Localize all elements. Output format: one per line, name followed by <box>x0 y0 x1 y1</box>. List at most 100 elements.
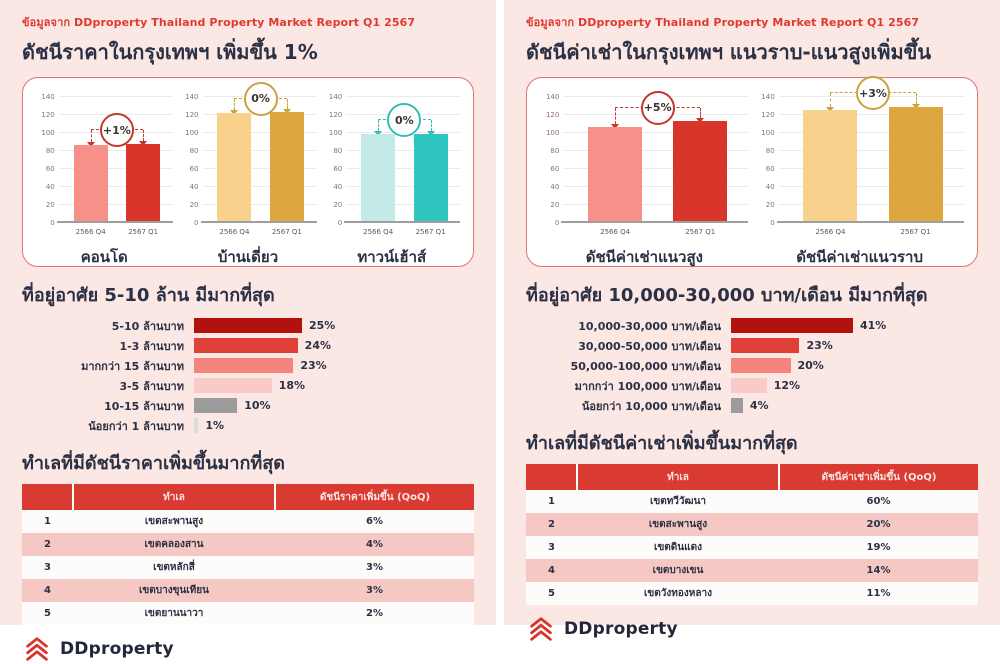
table-cell: 4% <box>366 539 383 550</box>
dist-row: 30,000-50,000 บาท/เดือน 23% <box>526 336 978 355</box>
panel-title: ดัชนีราคาในกรุงเทพฯ เพิ่มขึ้น 1% <box>22 40 318 64</box>
chart-bar <box>361 133 396 221</box>
dist-row: 1-3 ล้านบาท 24% <box>22 336 474 355</box>
dist-label: มากกว่า 100,000 บาท/เดือน <box>574 379 721 393</box>
bracket-arrow <box>426 130 435 136</box>
table-cell: 6% <box>366 516 383 527</box>
y-tick-label: 140 <box>41 93 55 101</box>
x-axis <box>344 221 461 223</box>
gridline <box>346 186 461 187</box>
table-row: 3 เขตดินแดง 19% <box>526 536 978 559</box>
gridline <box>778 150 964 151</box>
dist-row: 5-10 ล้านบาท 25% <box>22 316 474 335</box>
y-tick-label: 0 <box>194 219 199 227</box>
x-tick-label: 2566 Q4 <box>600 228 631 236</box>
dist-list-1: 10,000-30,000 บาท/เดือน 41% 30,000-50,000 … <box>526 316 978 415</box>
mini-chart-caption: ทาวน์เฮ้าส์ <box>357 248 427 266</box>
mini-chart-caption: ดัชนีค่าเช่าแนวราบ <box>796 248 924 266</box>
dist-label: 1-3 ล้านบาท <box>119 339 184 353</box>
x-tick-label: 2566 Q4 <box>75 228 106 236</box>
bracket-line <box>915 93 917 104</box>
table-row: 2 เขตคลองสาน 4% <box>22 533 474 556</box>
table-header-value: ดัชนีราคาเพิ่มขึ้น (QoQ) <box>274 484 474 510</box>
y-tick-label: 0 <box>554 219 560 227</box>
dist-bar <box>731 358 791 373</box>
table-header-location: ทำเล <box>72 484 275 510</box>
table-cell: เขตดินแดง <box>654 542 702 553</box>
x-tick-label: 2567 Q1 <box>685 228 716 236</box>
y-tick-label: 140 <box>185 93 199 101</box>
bracket-line <box>286 98 288 110</box>
table-header-row: ทำเล ดัชนีราคาเพิ่มขึ้น (QoQ) <box>22 484 474 510</box>
dist-value: 25% <box>309 319 336 332</box>
y-tick-label: 60 <box>550 165 560 173</box>
gridline <box>202 186 317 187</box>
gridline <box>202 168 317 169</box>
chart-bar <box>126 143 161 221</box>
y-tick-label: 120 <box>328 111 343 119</box>
chart-card-0: 0 20 40 60 80 100 120 140 2566 Q4 2567 Q1 +1% คอนโด… <box>22 77 474 267</box>
dist-label: น้อยกว่า 10,000 บาท/เดือน <box>581 399 721 413</box>
bracket-line <box>700 107 702 119</box>
ranking-table: ทำเล ดัชนีค่าเช่าเพิ่มขึ้น (QoQ) 1 เขตทวี… <box>526 464 978 605</box>
table-row: 4 เขตบางเขน 14% <box>526 559 978 582</box>
bracket-arrow <box>86 141 95 147</box>
table-cell: 2 <box>548 519 555 530</box>
y-tick-label: 20 <box>333 201 343 209</box>
chart-bar <box>888 106 943 221</box>
bracket-arrow <box>374 130 383 136</box>
gridline <box>346 204 461 205</box>
table-cell: 20% <box>866 519 891 530</box>
dist-label: 10,000-30,000 บาท/เดือน <box>578 319 721 333</box>
mini-chart: 0 20 40 60 80 100 120 140 2566 Q4 2567 Q1 +5% ดัชนี… <box>540 88 749 269</box>
logo: DDproperty <box>22 634 474 664</box>
y-tick-label: 100 <box>185 129 199 137</box>
bracket-arrow <box>139 140 148 146</box>
y-tick-label: 120 <box>761 111 775 119</box>
mini-chart-caption: ดัชนีค่าเช่าแนวสูง <box>585 248 703 266</box>
change-badge: +1% <box>99 113 134 148</box>
table-row: 1 เขตสะพานสูง 6% <box>22 510 474 533</box>
y-tick-label: 40 <box>333 183 343 191</box>
table-cell: เขตสะพานสูง <box>648 519 708 530</box>
table-row: 3 เขตหลักสี่ 3% <box>22 556 474 579</box>
table-cell: 3% <box>366 562 383 573</box>
mini-chart-caption: บ้านเดี่ยว <box>217 248 279 266</box>
source-line: ข้อมูลจาก DDproperty Thailand Property M… <box>526 16 920 29</box>
dist-row: 3-5 ล้านบาท 18% <box>22 376 474 395</box>
dist-bar <box>731 378 767 393</box>
dist-row: 10-15 ล้านบาท 10% <box>22 396 474 415</box>
dist-row: น้อยกว่า 1 ล้านบาท 1% <box>22 416 474 435</box>
table-row: 5 เขตวังทองหลาง 11% <box>526 582 978 605</box>
table-cell: เขตยานนาวา <box>144 608 204 619</box>
x-tick-label: 2566 Q4 <box>363 228 394 236</box>
dist-row: มากกว่า 15 ล้านบาท 23% <box>22 356 474 375</box>
mini-plot: 0 20 40 60 80 100 120 140 2566 Q4 2567 Q1 +1% <box>36 88 173 236</box>
y-tick-label: 140 <box>545 93 560 101</box>
gridline <box>778 186 964 187</box>
dist-label: น้อยกว่า 1 ล้านบาท <box>88 419 184 433</box>
bracket-arrow <box>911 103 920 109</box>
gridline <box>778 114 964 115</box>
gridline <box>563 186 749 187</box>
y-tick-label: 100 <box>41 129 55 137</box>
dist-bar <box>194 398 238 413</box>
dist-row: 10,000-30,000 บาท/เดือน 41% <box>526 316 978 335</box>
y-tick-label: 120 <box>545 111 560 119</box>
table-cell: 5 <box>44 608 51 619</box>
mini-chart-caption: คอนโด <box>80 248 128 266</box>
y-tick-label: 60 <box>333 165 343 173</box>
table-cell: 1 <box>44 516 51 527</box>
x-axis <box>776 221 964 223</box>
panel-title: ดัชนีค่าเช่าในกรุงเทพฯ แนวราบ-แนวสูงเพิ่… <box>526 40 932 64</box>
x-axis <box>561 221 749 223</box>
dist-label: 30,000-50,000 บาท/เดือน <box>578 339 721 353</box>
table-body-1: 1 เขตทวีวัฒนา 60% 2 เขตสะพานสูง 20% 3 เขตดินแดง… <box>526 490 978 605</box>
gridline <box>563 150 749 151</box>
dist-value: 20% <box>797 359 824 372</box>
y-tick-label: 40 <box>45 183 55 191</box>
y-tick-label: 40 <box>550 183 560 191</box>
table-cell: 2% <box>366 608 383 619</box>
distribution-title-0: ที่อยู่อาศัย 5-10 ล้าน มีมากที่สุด <box>22 285 275 306</box>
